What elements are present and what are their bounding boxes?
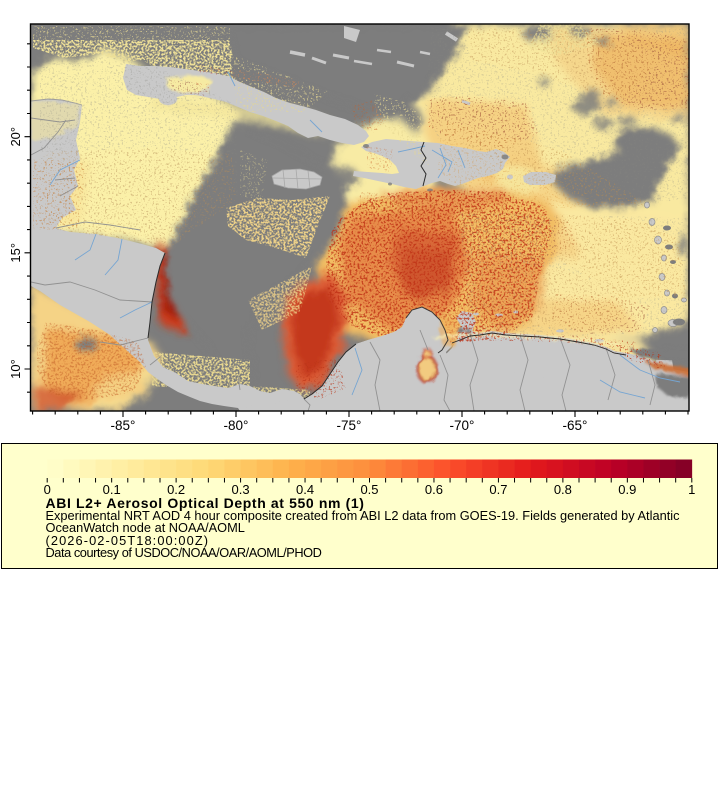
svg-text:-85°: -85°	[111, 418, 136, 433]
svg-text:0.9: 0.9	[618, 482, 636, 497]
svg-text:-70°: -70°	[450, 418, 475, 433]
svg-text:-65°: -65°	[563, 418, 588, 433]
svg-text:0.6: 0.6	[425, 482, 443, 497]
svg-text:0.5: 0.5	[360, 482, 378, 497]
svg-text:0.2: 0.2	[167, 482, 185, 497]
svg-text:0.3: 0.3	[232, 482, 250, 497]
svg-text:1: 1	[688, 482, 695, 497]
svg-text:0.4: 0.4	[296, 482, 314, 497]
svg-text:-80°: -80°	[224, 418, 249, 433]
svg-text:0: 0	[44, 482, 51, 497]
svg-text:0.8: 0.8	[554, 482, 572, 497]
svg-text:0.7: 0.7	[489, 482, 507, 497]
svg-text:-75°: -75°	[337, 418, 362, 433]
svg-text:10°: 10°	[8, 359, 23, 379]
svg-text:20°: 20°	[8, 127, 23, 147]
svg-text:15°: 15°	[8, 243, 23, 263]
svg-text:0.1: 0.1	[103, 482, 121, 497]
